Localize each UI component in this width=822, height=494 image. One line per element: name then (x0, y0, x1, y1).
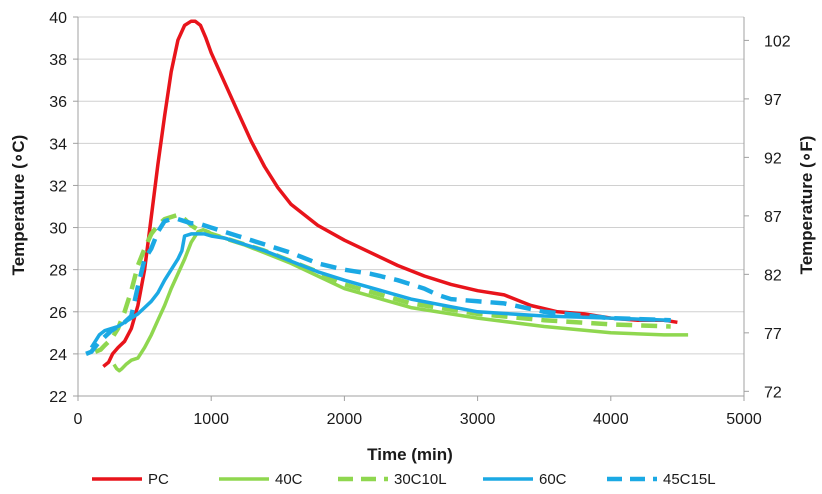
y-tick-label: 36 (49, 94, 67, 111)
legend-label-60c: 60C (539, 471, 567, 488)
x-tick-label: 4000 (593, 411, 629, 428)
y2-tick-label: 82 (764, 267, 782, 284)
series-line-45c15l (85, 216, 671, 356)
y-tick-label: 32 (49, 178, 67, 195)
x-tick-label: 5000 (726, 411, 762, 428)
y2-tick-label: 72 (764, 384, 782, 401)
y-tick-labels: 22 24 26 28 30 32 34 36 38 40 (49, 10, 67, 406)
y2-tick-label: 92 (764, 150, 782, 167)
y-tick-label: 34 (49, 136, 67, 153)
y-tick-label: 26 (49, 305, 67, 322)
series-line-60c (89, 232, 671, 349)
x-tick-label: 1000 (193, 411, 229, 428)
x-tick-labels: 0 1000 2000 3000 4000 5000 (74, 411, 762, 428)
axes (73, 16, 749, 401)
x-tick-label: 2000 (327, 411, 363, 428)
x-tick-label: 3000 (460, 411, 496, 428)
series-line-40c (112, 227, 689, 373)
y-tick-label: 24 (49, 347, 67, 364)
legend-label-pc: PC (148, 471, 169, 488)
y2-tick-label: 102 (764, 33, 791, 50)
series-lines (85, 19, 689, 373)
y-tick-label: 38 (49, 52, 67, 69)
x-tick-label: 0 (74, 411, 83, 428)
legend-label-45c15l: 45C15L (663, 471, 716, 488)
y2-tick-label: 87 (764, 209, 782, 226)
series-line-pc (102, 19, 678, 368)
legend-label-40c: 40C (275, 471, 303, 488)
y-tick-label: 40 (49, 10, 67, 27)
legend-label-30c10l: 30C10L (394, 471, 447, 488)
x-axis-title: Time (min) (367, 445, 453, 464)
y2-tick-label: 97 (764, 92, 782, 109)
y2-axis-title: Temperature (∘F) (797, 136, 816, 275)
y-tick-label: 22 (49, 389, 67, 406)
y2-tick-label: 77 (764, 326, 782, 343)
legend: PC 40C 30C10L 60C 45C15L (92, 471, 716, 488)
y-axis-title: Temperature (∘C) (9, 135, 28, 276)
y2-tick-labels: 72 77 82 87 92 97 102 (764, 33, 791, 401)
y-tick-label: 28 (49, 263, 67, 280)
y-tick-label: 30 (49, 221, 67, 238)
gridlines (78, 16, 744, 355)
